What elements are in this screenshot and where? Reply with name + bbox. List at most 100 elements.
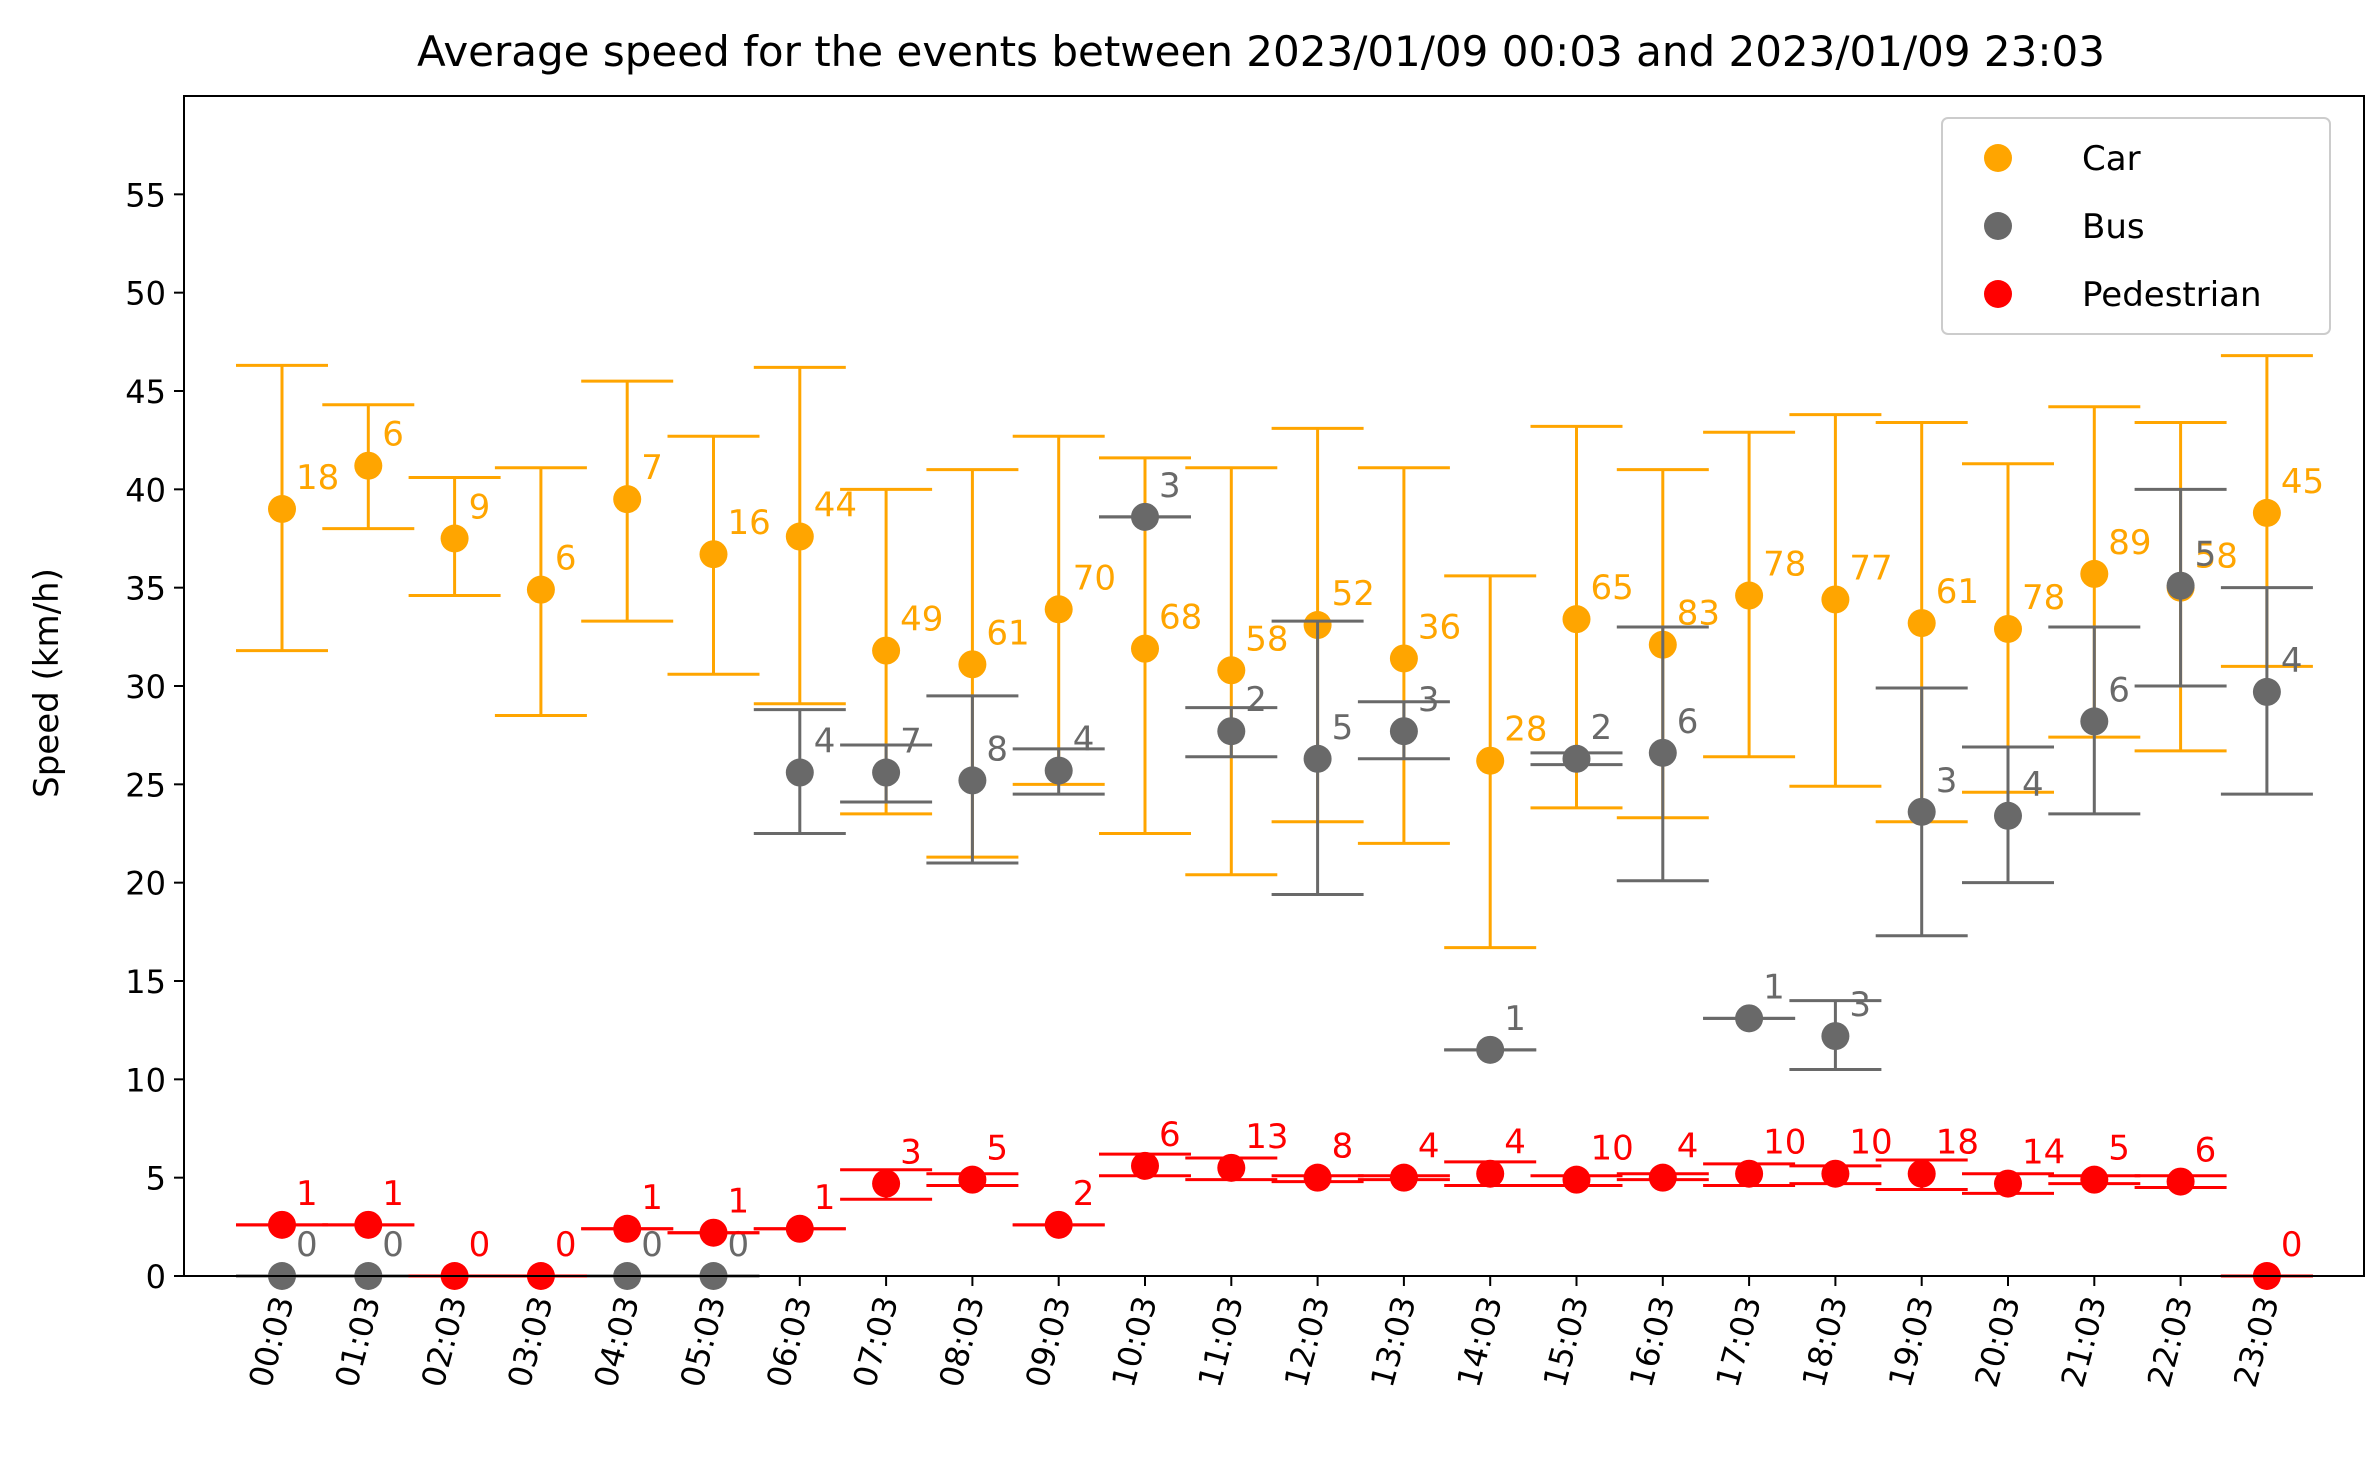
pedestrian-count-label: 1 <box>296 1174 318 1214</box>
bus-point <box>2166 571 2195 600</box>
car-count-label: 6 <box>555 539 577 579</box>
pedestrian-count-label: 0 <box>469 1225 491 1265</box>
pedestrian-count-label: 1 <box>814 1178 836 1218</box>
bus-point <box>1648 738 1677 767</box>
car-count-label: 7 <box>641 448 663 488</box>
bus-point <box>1476 1035 1505 1064</box>
car-count-label: 44 <box>814 486 857 526</box>
pedestrian-count-label: 14 <box>2022 1133 2065 1173</box>
car-point <box>2252 498 2281 527</box>
bus-count-label: 0 <box>296 1225 318 1265</box>
pedestrian-point <box>1907 1159 1936 1188</box>
bus-count-label: 3 <box>1849 985 1871 1025</box>
car-count-label: 52 <box>1332 574 1375 614</box>
car-point <box>526 575 555 604</box>
pedestrian-point <box>1821 1159 1850 1188</box>
pedestrian-point <box>613 1214 642 1243</box>
pedestrian-point <box>1735 1159 1764 1188</box>
plot-frame <box>183 95 2365 1277</box>
car-point <box>2080 559 2109 588</box>
bus-count-label: 4 <box>1073 720 1095 760</box>
pedestrian-point <box>354 1210 383 1239</box>
bus-count-label: 5 <box>1332 708 1354 748</box>
pedestrian-point <box>268 1210 296 1239</box>
car-count-label: 28 <box>1504 710 1547 750</box>
car-point <box>1217 656 1246 685</box>
bus-count-label: 6 <box>2108 670 2130 710</box>
car-count-label: 61 <box>986 613 1029 653</box>
car-count-label: 49 <box>900 600 943 640</box>
car-count-label: 61 <box>1936 572 1979 612</box>
bus-count-label: 4 <box>2022 765 2044 805</box>
pedestrian-count-label: 18 <box>1936 1123 1979 1163</box>
car-count-label: 89 <box>2108 523 2151 563</box>
pedestrian-count-label: 4 <box>1418 1127 1440 1167</box>
car-count-label: 45 <box>2281 462 2324 502</box>
car-count-label: 9 <box>469 488 491 528</box>
pedestrian-point <box>958 1165 987 1194</box>
y-axis-label: Speed (km/h) <box>27 568 67 798</box>
car-point <box>440 524 469 553</box>
bus-point <box>1994 801 2022 830</box>
bus-point <box>1044 756 1073 785</box>
pedestrian-count-label: 1 <box>728 1182 750 1222</box>
pedestrian-point <box>1562 1165 1591 1194</box>
pedestrian-point <box>785 1214 814 1243</box>
bus-point <box>1131 502 1159 531</box>
pedestrian-point <box>1044 1210 1073 1239</box>
car-point <box>699 540 728 569</box>
y-tick-label: 30 <box>125 668 166 706</box>
y-tick-label: 10 <box>125 1061 166 1099</box>
bus-count-label: 3 <box>1936 761 1958 801</box>
car-point <box>785 522 814 551</box>
pedestrian-point <box>1217 1153 1246 1182</box>
bus-point <box>1562 744 1591 773</box>
car-count-label: 58 <box>2195 537 2238 577</box>
y-tick-label: 35 <box>125 570 166 608</box>
bus-point <box>1907 797 1936 826</box>
pedestrian-point <box>699 1218 728 1247</box>
car-point <box>1562 605 1591 634</box>
bus-point <box>872 758 901 787</box>
pedestrian-count-label: 8 <box>1332 1127 1354 1167</box>
pedestrian-point <box>1303 1163 1332 1192</box>
car-count-label: 18 <box>296 458 339 498</box>
pedestrian-point <box>1131 1151 1159 1180</box>
car-point <box>1994 614 2022 643</box>
pedestrian-count-label: 5 <box>2108 1129 2130 1169</box>
pedestrian-count-label: 0 <box>2281 1225 2303 1265</box>
y-tick-label: 15 <box>125 963 166 1001</box>
car-point <box>1476 746 1505 775</box>
pedestrian-point <box>1994 1169 2022 1198</box>
car-point <box>1735 581 1764 610</box>
car-point <box>872 636 901 665</box>
legend-marker-pedestrian <box>1984 280 2012 308</box>
legend-label-bus: Bus <box>2082 207 2145 247</box>
car-point <box>958 650 987 679</box>
bus-count-label: 6 <box>1677 702 1699 742</box>
bus-count-label: 4 <box>814 722 836 762</box>
car-point <box>268 495 296 523</box>
car-count-label: 65 <box>1591 568 1634 608</box>
car-point <box>1131 634 1159 663</box>
pedestrian-point <box>872 1169 901 1198</box>
pedestrian-count-label: 10 <box>1763 1123 1806 1163</box>
pedestrian-count-label: 6 <box>1159 1115 1181 1155</box>
bus-count-label: 3 <box>1159 466 1181 506</box>
car-point <box>613 485 642 514</box>
bus-count-label: 7 <box>900 722 922 762</box>
bus-count-label: 0 <box>382 1225 404 1265</box>
legend-box <box>1941 117 2331 335</box>
car-count-label: 6 <box>382 415 404 455</box>
bus-point <box>1389 717 1418 746</box>
car-count-label: 68 <box>1159 598 1202 638</box>
bus-point <box>2252 677 2281 706</box>
pedestrian-count-label: 4 <box>1504 1123 1526 1163</box>
y-tick-label: 50 <box>125 275 166 313</box>
car-count-label: 16 <box>728 503 771 543</box>
y-tick-label: 25 <box>125 766 166 804</box>
y-tick-label: 55 <box>125 176 166 214</box>
car-point <box>1821 585 1850 614</box>
car-point <box>1907 609 1936 638</box>
